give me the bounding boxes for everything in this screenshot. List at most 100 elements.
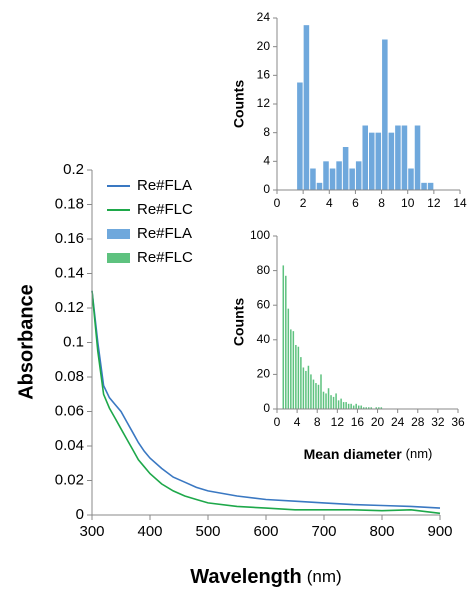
- histogram-bar: [401, 125, 408, 190]
- y-tick-label: 0.1: [63, 333, 84, 350]
- y-tick-label: 60: [257, 297, 271, 311]
- y-tick-label: 0.12: [55, 299, 84, 316]
- x-tick-label: 4: [294, 415, 301, 429]
- legend-label: Re#FLC: [137, 249, 193, 266]
- histogram-bar: [355, 403, 357, 409]
- histogram-bar: [287, 308, 290, 409]
- histogram-bar: [380, 407, 383, 409]
- histogram-bar: [375, 407, 378, 409]
- histogram-bar: [332, 396, 335, 409]
- inset-y-label: Counts: [231, 80, 247, 128]
- x-axis-label: Wavelength (nm): [190, 566, 341, 588]
- histogram-bar: [327, 388, 330, 409]
- histogram-bar: [370, 407, 373, 409]
- histogram-bar: [315, 383, 317, 409]
- x-tick-label: 28: [411, 415, 425, 429]
- inset-y-label: Counts: [231, 298, 247, 346]
- y-tick-label: 0.08: [55, 368, 84, 385]
- x-tick-label: 0: [274, 415, 281, 429]
- x-tick-label: 700: [311, 523, 336, 540]
- y-tick-label: 0: [263, 401, 270, 415]
- x-tick-label: 0: [274, 196, 281, 210]
- y-tick-label: 16: [257, 68, 271, 82]
- x-tick-label: 8: [314, 415, 321, 429]
- histogram-bar: [292, 331, 295, 409]
- y-tick-label: 0.06: [55, 402, 84, 419]
- histogram-bar: [368, 407, 370, 409]
- histogram-bar: [297, 346, 300, 409]
- x-tick-label: 32: [431, 415, 445, 429]
- histogram-bar: [307, 365, 310, 409]
- x-tick-label: 6: [352, 196, 359, 210]
- histogram-bar: [302, 367, 305, 409]
- y-tick-label: 0.14: [55, 264, 84, 281]
- histogram-bar: [282, 265, 285, 409]
- y-tick-label: 80: [257, 263, 271, 277]
- histogram-bar: [388, 132, 395, 190]
- histogram-bar: [329, 168, 336, 190]
- histogram-bar: [378, 407, 380, 409]
- x-tick-label: 300: [79, 523, 104, 540]
- histogram-bar: [360, 405, 362, 409]
- x-tick-label: 600: [253, 523, 278, 540]
- x-tick-label: 36: [451, 415, 465, 429]
- histogram-bar: [312, 379, 315, 409]
- histogram-bar: [355, 161, 362, 190]
- y-tick-label: 40: [257, 332, 271, 346]
- x-tick-label: 500: [195, 523, 220, 540]
- histogram-bar: [336, 161, 342, 190]
- inset-x-label-text: Mean diameter: [304, 446, 403, 462]
- y-tick-label: 0.02: [55, 471, 84, 488]
- histogram-bar: [369, 132, 375, 190]
- x-tick-label: 8: [378, 196, 385, 210]
- inset-x-unit: (nm): [406, 446, 433, 461]
- x-tick-label: 12: [331, 415, 345, 429]
- x-tick-label: 2: [300, 196, 307, 210]
- histogram-bar: [347, 403, 350, 409]
- legend-patch: [107, 229, 130, 239]
- histogram-bar: [310, 168, 316, 190]
- histogram-bar: [297, 82, 303, 190]
- legend-label: Re#FLC: [137, 201, 193, 218]
- histogram-bar: [382, 39, 388, 190]
- histogram-bar: [357, 405, 360, 409]
- histogram-bar: [285, 275, 287, 409]
- legend-label: Re#FLA: [137, 225, 192, 242]
- histogram-bar: [330, 395, 332, 409]
- histogram-bar: [323, 161, 329, 190]
- x-tick-label: 400: [137, 523, 162, 540]
- histogram-bar: [362, 407, 365, 409]
- histogram-bar: [335, 393, 337, 409]
- histogram-bar: [350, 403, 352, 409]
- histogram-bar: [345, 402, 347, 409]
- histogram-bar: [300, 357, 302, 409]
- histogram-bar: [408, 168, 414, 190]
- histogram-bar: [340, 398, 342, 409]
- x-axis-unit: (nm): [307, 567, 342, 586]
- histogram-bar: [316, 182, 323, 190]
- y-tick-label: 20: [257, 39, 271, 53]
- histogram-bar: [421, 182, 427, 190]
- histogram-bar: [349, 168, 355, 190]
- y-tick-label: 4: [263, 154, 270, 168]
- histogram-bar: [342, 402, 345, 409]
- x-axis-label-text: Wavelength: [190, 566, 302, 588]
- x-tick-label: 800: [369, 523, 394, 540]
- data-line: [91, 290, 441, 509]
- histogram-bar: [352, 405, 355, 409]
- data-line: [91, 290, 441, 515]
- x-tick-label: 16: [351, 415, 365, 429]
- x-tick-label: 900: [427, 523, 452, 540]
- y-tick-label: 100: [250, 228, 270, 242]
- x-tick-label: 20: [371, 415, 385, 429]
- histogram-bar: [310, 374, 312, 409]
- histogram-bar: [325, 393, 327, 409]
- histogram-bar: [342, 147, 349, 190]
- y-tick-label: 0.18: [55, 195, 84, 212]
- x-tick-label: 14: [453, 196, 467, 210]
- histogram-bar: [290, 329, 292, 409]
- legend-label: Re#FLA: [137, 177, 192, 194]
- histogram-bar: [362, 125, 368, 190]
- x-tick-label: 4: [326, 196, 333, 210]
- y-tick-label: 20: [257, 367, 271, 381]
